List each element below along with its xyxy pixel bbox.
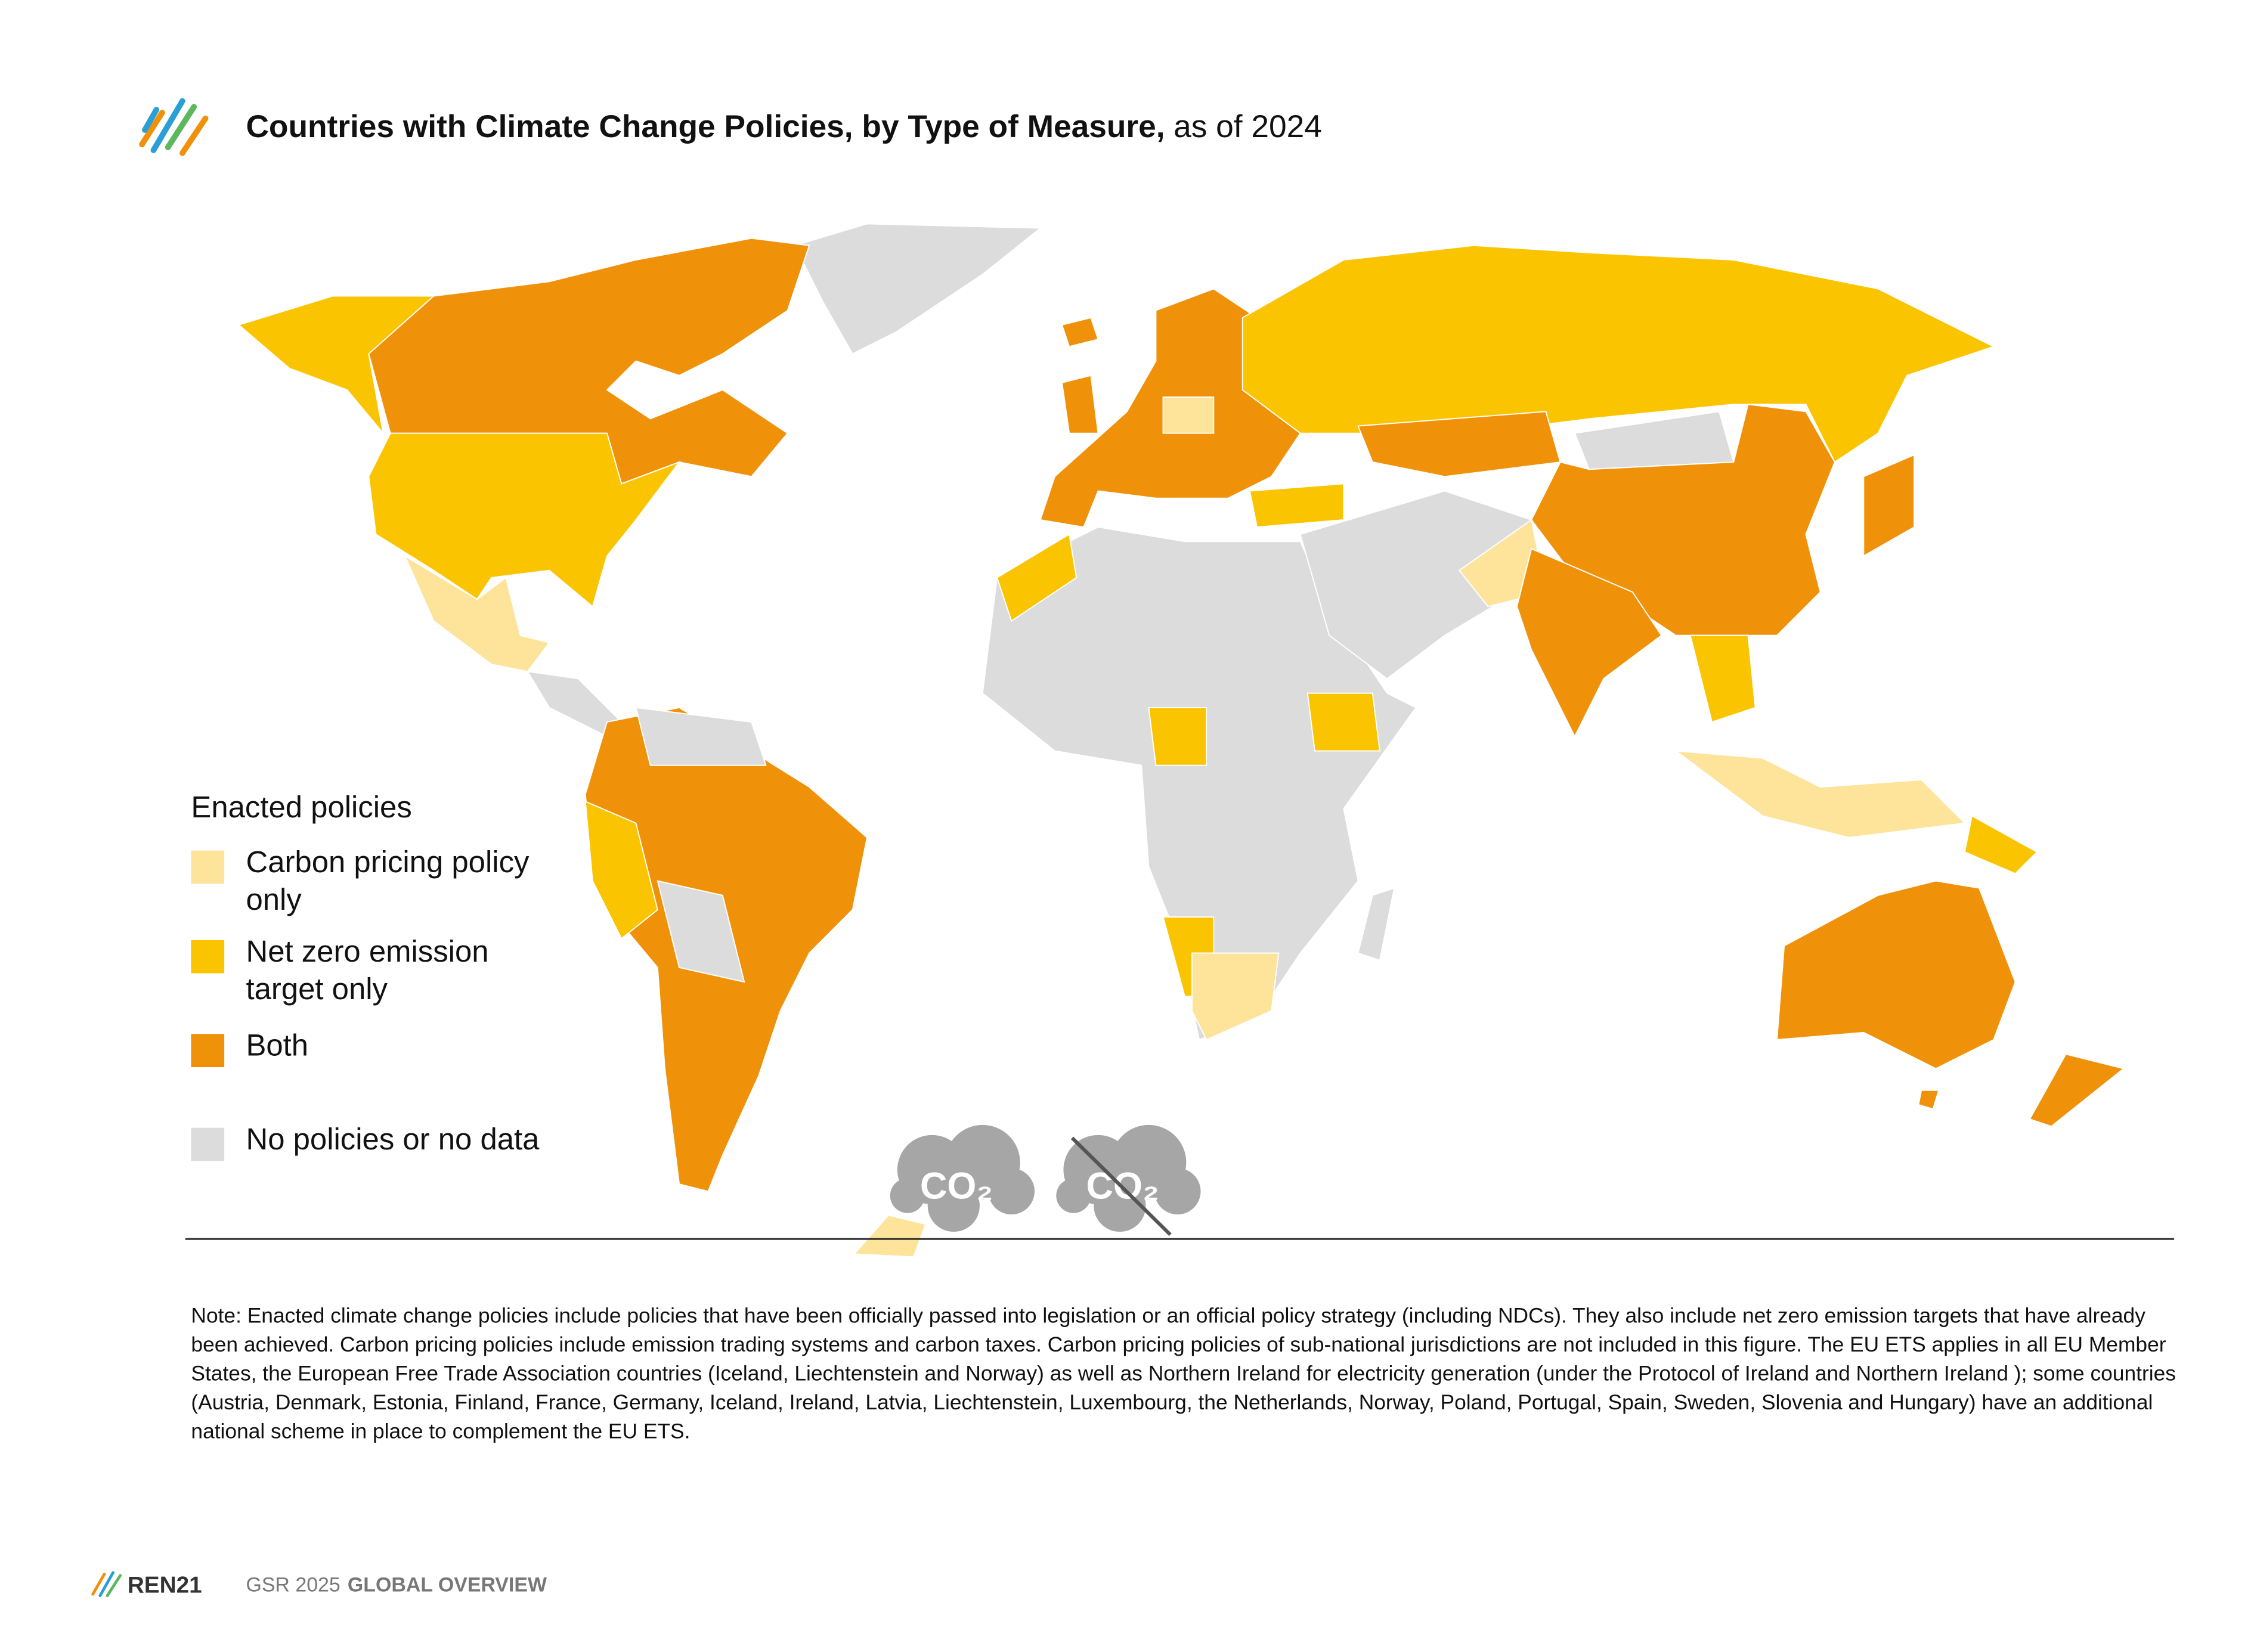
- legend-label: Carbon pricing policy only: [246, 846, 530, 918]
- bolivia-paraguay: [657, 880, 745, 983]
- title: Countries with Climate Change Policies, …: [246, 109, 1165, 144]
- legend-label: No policies or no data: [246, 1123, 540, 1157]
- mongolia: [1574, 411, 1735, 470]
- legend-swatch: [191, 1034, 225, 1068]
- russia: [1241, 244, 1995, 463]
- legend-label: Net zero emission target only: [246, 935, 489, 1007]
- no-co2-cloud: [1056, 1124, 1201, 1232]
- section: GLOBAL OVERVIEW: [348, 1573, 547, 1596]
- co2-icons: CO₂ CO₂: [855, 1124, 1201, 1257]
- papua-new-guinea: [1964, 815, 2038, 875]
- legend-label-box: Both: [246, 1030, 309, 1063]
- legend: Carbon pricing policy only Net zero emiss…: [191, 846, 540, 1161]
- morocco: [996, 533, 1078, 622]
- uk-ireland: [1061, 374, 1099, 434]
- alaska: [237, 295, 435, 436]
- kazakhstan: [1357, 411, 1561, 478]
- logo: [139, 98, 209, 156]
- india: [1516, 548, 1662, 738]
- greenland: [794, 223, 1042, 355]
- legend-label: Both: [246, 1030, 309, 1063]
- japan: [1863, 454, 1915, 557]
- south-africa: [1191, 952, 1280, 1041]
- legend-label-box: No policies or no data: [246, 1123, 540, 1157]
- tasmania: [1918, 1089, 1940, 1110]
- ethiopia: [1306, 692, 1380, 752]
- new-zealand: [2029, 1053, 2125, 1127]
- poland: [1162, 396, 1215, 434]
- co2-cloud: [890, 1124, 1035, 1232]
- legend-label-box: Carbon pricing policy only: [246, 846, 530, 918]
- legend-swatch: [191, 850, 225, 884]
- brand: REN21: [128, 1573, 202, 1598]
- co2-label: CO₂: [920, 1165, 993, 1207]
- middle-east: [1299, 490, 1532, 680]
- venezuela-guianas: [635, 706, 767, 766]
- price-tag: [855, 1216, 925, 1257]
- nigeria: [1148, 706, 1208, 766]
- thailand: [1689, 634, 1756, 723]
- indonesia: [1674, 750, 1966, 838]
- legend-swatch: [191, 940, 225, 974]
- legend-swatch: [191, 1127, 225, 1161]
- note-box: Note: Enacted climate change policies in…: [191, 1305, 2176, 1445]
- world-map: [237, 223, 2125, 1192]
- legend-title: Enacted policies: [191, 790, 411, 824]
- turkey: [1249, 483, 1345, 528]
- mexico: [403, 554, 550, 672]
- africa: [982, 526, 1417, 1041]
- report: GSR 2025: [246, 1573, 340, 1596]
- peru-ecuador: [584, 800, 658, 940]
- report-line: GSR 2025 GLOBAL OVERVIEW: [246, 1573, 547, 1596]
- subtitle: as of 2024: [1174, 109, 1322, 144]
- footer: REN21 GSR 2025 GLOBAL OVERVIEW: [91, 1571, 547, 1598]
- australia: [1776, 880, 2016, 1070]
- legend-label-box: Net zero emission target only: [246, 935, 489, 1007]
- strike-line: [1070, 1136, 1172, 1236]
- usa: [368, 432, 681, 608]
- title-line: Countries with Climate Change Policies, …: [246, 109, 1321, 144]
- iceland: [1061, 317, 1099, 348]
- note: Note: Enacted climate change policies in…: [191, 1305, 2176, 1445]
- madagascar: [1357, 887, 1395, 962]
